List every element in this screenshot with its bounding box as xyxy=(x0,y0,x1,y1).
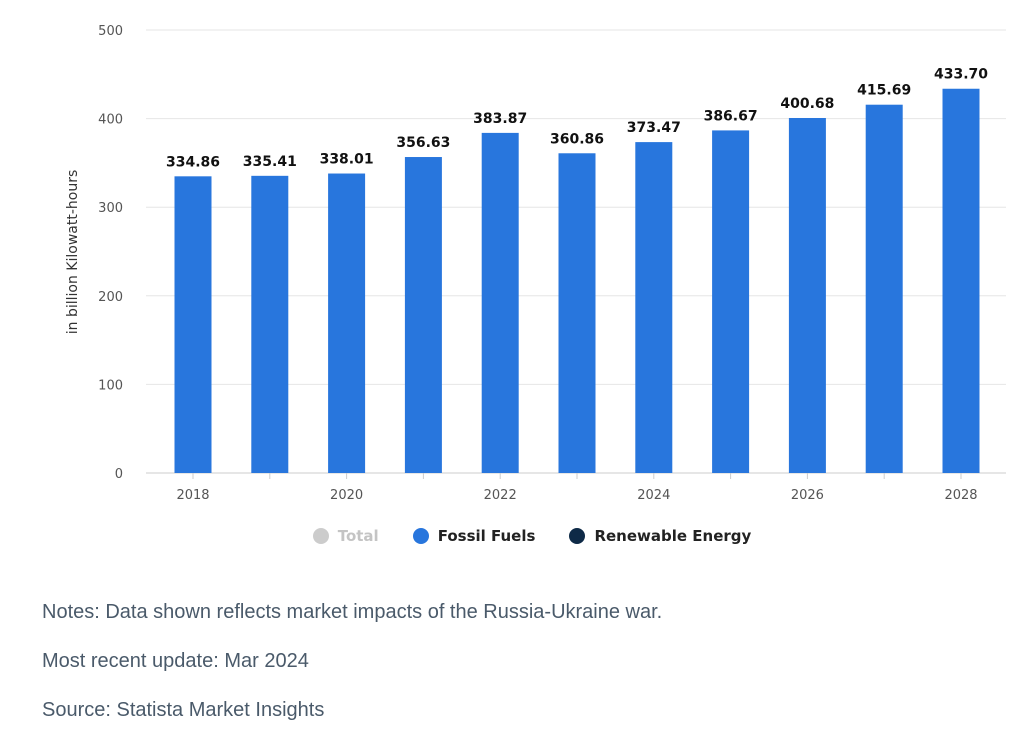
y-tick-label: 500 xyxy=(98,24,123,39)
update-text: Most recent update: Mar 2024 xyxy=(42,650,309,672)
data-label: 386.67 xyxy=(704,108,758,124)
y-tick-label: 400 xyxy=(98,113,123,128)
legend-dot-renewable-energy xyxy=(569,528,586,544)
data-label: 334.86 xyxy=(166,154,220,170)
bars xyxy=(174,88,980,474)
bar-2022[interactable] xyxy=(481,132,519,473)
bar-2024[interactable] xyxy=(635,142,673,473)
legend-label-total: Total xyxy=(337,527,379,545)
bar-2025[interactable] xyxy=(712,130,750,473)
legend-dot-fossil-fuels xyxy=(412,528,429,544)
bar-2020[interactable] xyxy=(328,173,366,474)
x-tick-label: 2018 xyxy=(176,488,209,503)
bar-2018[interactable] xyxy=(174,176,212,474)
legend-item-renewable-energy[interactable]: Renewable Energy xyxy=(569,527,751,545)
y-tick-label: 100 xyxy=(98,378,123,393)
data-label: 383.87 xyxy=(473,111,527,127)
chart-notes: Notes: Data shown reflects market impact… xyxy=(42,598,662,745)
legend: Total Fossil Fuels Renewable Energy xyxy=(0,527,1024,545)
bar-chart: 0 100 200 300 400 500 334.86 335.41 338.01 356.6… xyxy=(65,24,1006,503)
note-text: Notes: Data shown reflects market impact… xyxy=(42,601,663,623)
data-label: 356.63 xyxy=(396,135,450,151)
x-tick-label: 2028 xyxy=(944,488,977,503)
legend-item-fossil-fuels[interactable]: Fossil Fuels xyxy=(412,527,536,545)
legend-item-total[interactable]: Total xyxy=(312,527,379,545)
bar-2021[interactable] xyxy=(404,157,442,473)
bar-2026[interactable] xyxy=(788,117,826,473)
bar-2028[interactable] xyxy=(942,88,980,474)
data-label: 373.47 xyxy=(627,120,681,136)
x-tick-label: 2020 xyxy=(330,488,363,503)
x-tick-label: 2022 xyxy=(484,488,517,503)
bar-2027[interactable] xyxy=(865,104,903,473)
y-tick-label: 0 xyxy=(115,467,123,482)
bar-2023[interactable] xyxy=(558,153,596,473)
data-label: 433.70 xyxy=(934,67,988,83)
legend-dot-total xyxy=(312,528,329,544)
data-label: 415.69 xyxy=(857,83,911,99)
data-label: 400.68 xyxy=(780,96,834,112)
data-labels: 334.86 335.41 338.01 356.63 383.87 360.86 373.… xyxy=(166,67,988,171)
x-axis-ticks: 2018 2020 2022 2024 2026 2028 xyxy=(176,473,978,503)
y-axis-label: in billion Kilowatt-hours xyxy=(65,170,81,335)
legend-label-fossil-fuels: Fossil Fuels xyxy=(437,527,536,545)
bar-2019[interactable] xyxy=(251,175,289,474)
source-text: Source: Statista Market Insights xyxy=(42,699,325,721)
x-tick-label: 2026 xyxy=(791,488,824,503)
data-label: 360.86 xyxy=(550,131,604,147)
y-axis-ticks: 0 100 200 300 400 500 xyxy=(98,24,123,482)
data-label: 338.01 xyxy=(320,152,374,168)
legend-label-renewable-energy: Renewable Energy xyxy=(594,527,752,545)
y-tick-label: 300 xyxy=(98,201,123,216)
y-tick-label: 200 xyxy=(98,290,123,305)
data-label: 335.41 xyxy=(243,154,297,170)
x-tick-label: 2024 xyxy=(637,488,670,503)
